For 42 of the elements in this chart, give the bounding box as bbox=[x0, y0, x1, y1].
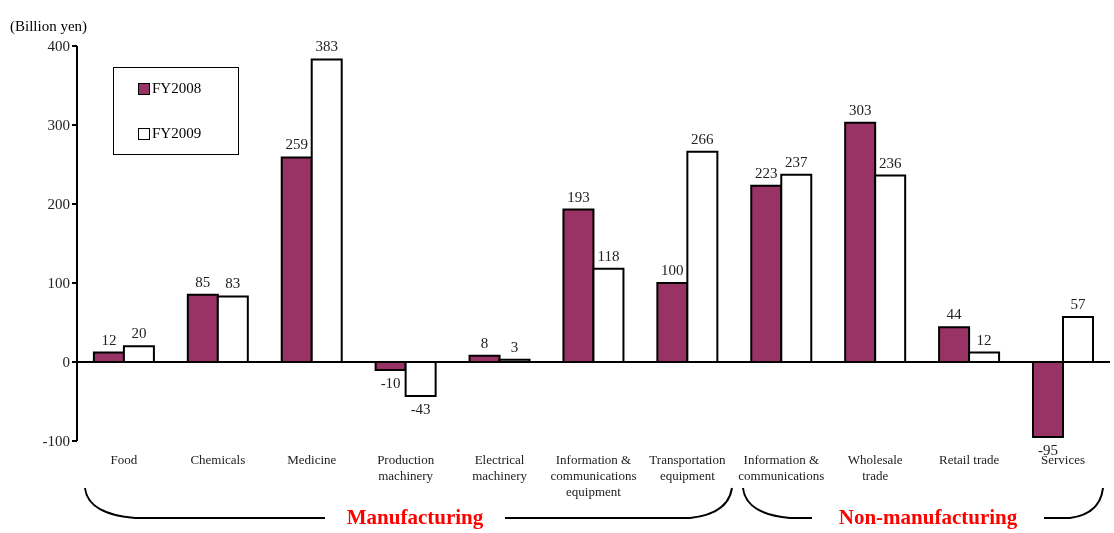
data-label: 8 bbox=[480, 334, 489, 351]
data-label: -43 bbox=[410, 400, 431, 417]
data-label: 237 bbox=[785, 153, 809, 170]
x-tick-label: Retail trade bbox=[939, 452, 1000, 468]
data-label: 236 bbox=[878, 154, 902, 171]
y-tick-label: 400 bbox=[47, 38, 70, 55]
data-label: 12 bbox=[976, 331, 992, 348]
data-label: 85 bbox=[195, 273, 211, 290]
x-tick-label: Medicine bbox=[287, 452, 337, 468]
data-label: 83 bbox=[225, 275, 241, 292]
data-label: 383 bbox=[315, 38, 338, 55]
data-label: 223 bbox=[755, 164, 778, 181]
y-tick-label: 0 bbox=[62, 354, 70, 371]
y-tick-label: 200 bbox=[47, 196, 70, 213]
data-label: 44 bbox=[946, 306, 963, 323]
data-label: 100 bbox=[661, 262, 684, 278]
data-label: 20 bbox=[131, 325, 147, 342]
x-tick-label: Information & communications bbox=[738, 452, 825, 484]
data-label: 259 bbox=[285, 136, 308, 153]
legend-label: FY2008 bbox=[152, 80, 202, 97]
x-tick-label: Food bbox=[110, 452, 138, 468]
data-label: 118 bbox=[597, 247, 620, 264]
legend-label: FY2009 bbox=[152, 125, 202, 142]
y-axis-title: (Billion yen) bbox=[10, 18, 88, 35]
data-label: 12 bbox=[101, 331, 117, 348]
y-tick-label: -100 bbox=[42, 433, 70, 450]
data-label: 193 bbox=[567, 188, 590, 205]
x-tick-label: Information & communications equipment bbox=[550, 452, 637, 500]
data-label: 3 bbox=[510, 338, 519, 355]
text: Non-manufacturing bbox=[838, 505, 1018, 529]
text: Manufacturing bbox=[346, 505, 484, 529]
x-tick-label: Electrical machinery bbox=[472, 452, 528, 484]
data-label: 266 bbox=[691, 130, 715, 147]
x-tick-label: Transportation equipment bbox=[649, 452, 726, 484]
x-tick-label: Wholesale trade bbox=[847, 452, 903, 484]
y-tick-label: 300 bbox=[47, 117, 70, 134]
data-label: 303 bbox=[848, 101, 872, 118]
x-tick-label: Chemicals bbox=[190, 452, 246, 468]
data-label: -10 bbox=[380, 374, 401, 391]
x-tick-label: Production machinery bbox=[377, 452, 435, 484]
y-tick-label: 100 bbox=[47, 275, 70, 292]
data-label: 57 bbox=[1070, 295, 1086, 312]
